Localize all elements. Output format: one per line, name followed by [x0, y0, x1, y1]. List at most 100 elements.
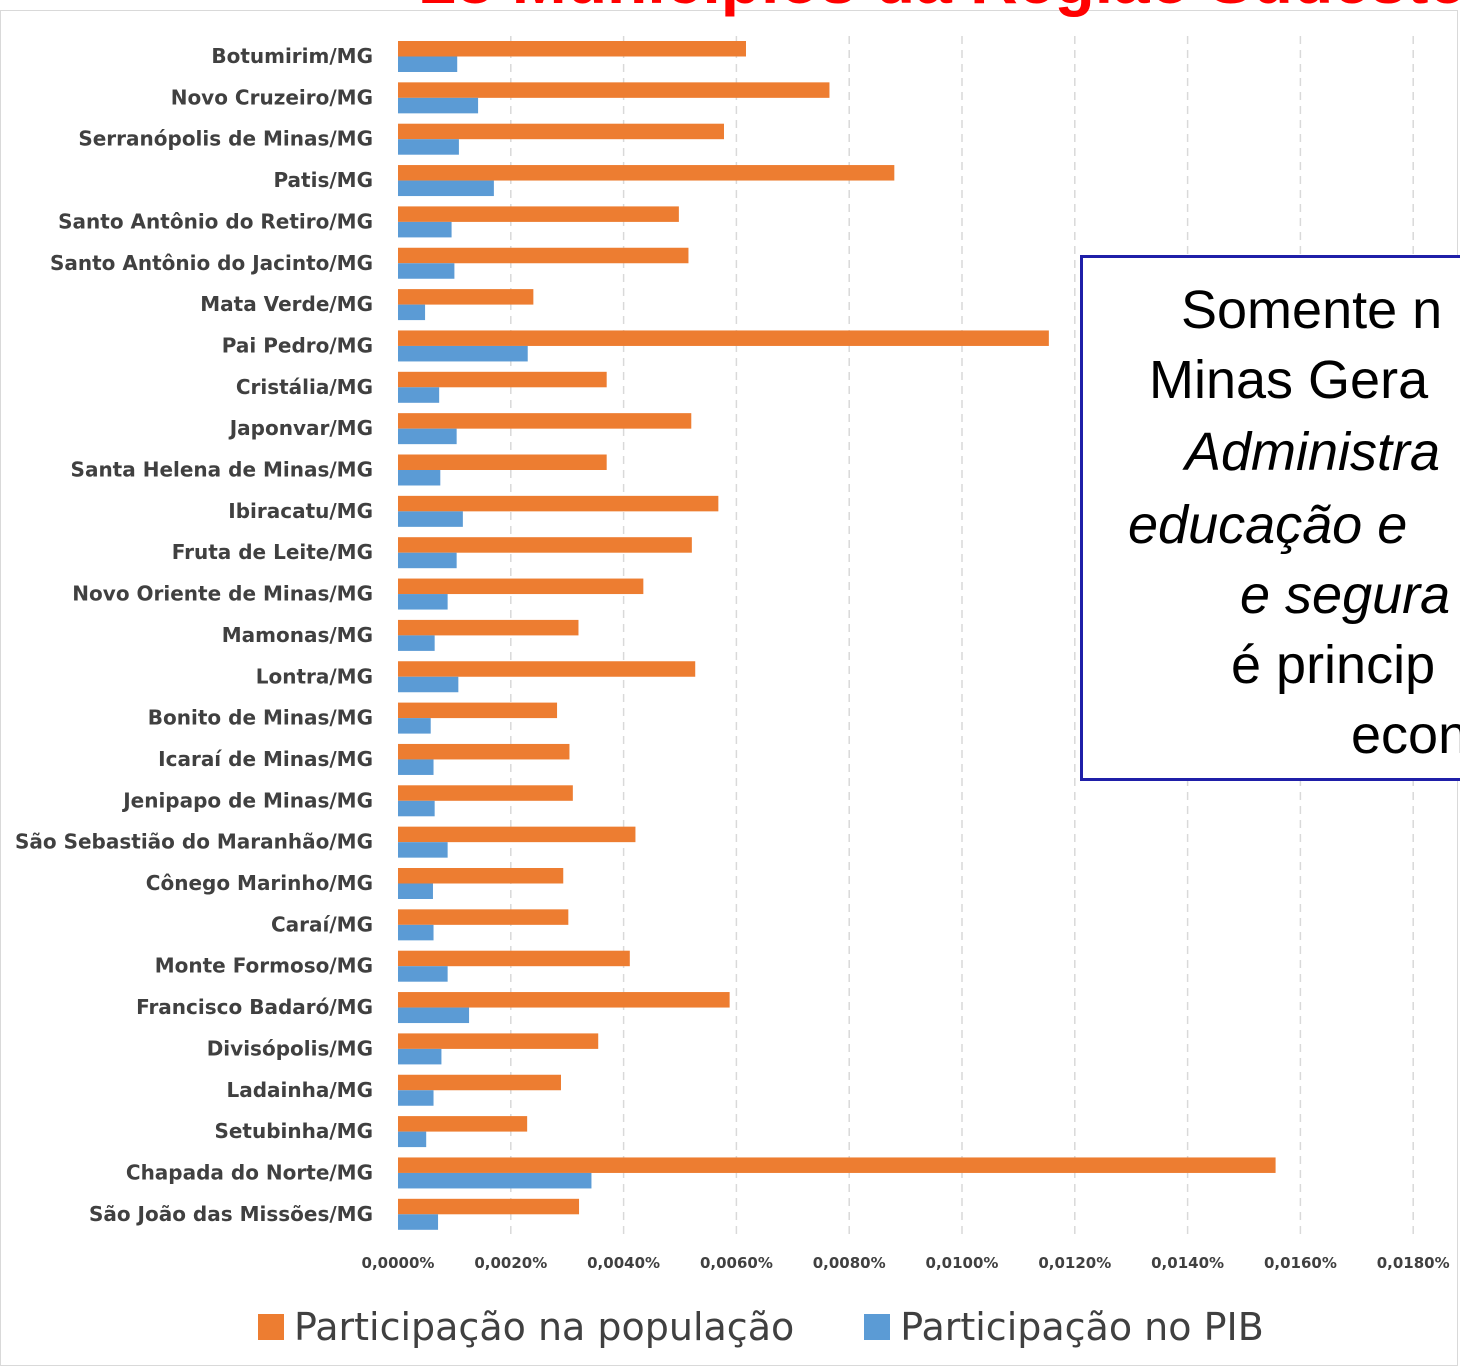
category-label-4: Santo Antônio do Retiro/MG: [58, 209, 373, 233]
bar-populacao-2: [398, 123, 724, 140]
bar-pib-20: [398, 883, 433, 899]
annotation-line-4: educação e: [1128, 495, 1408, 555]
bar-populacao-0: [398, 41, 746, 57]
bar-populacao-14: [398, 619, 579, 636]
x-tick-label-8: 0,0160%: [1264, 1254, 1337, 1272]
bar-populacao-6: [398, 289, 534, 305]
legend-item-pib: Participação no PIB: [864, 1305, 1264, 1349]
bar-populacao-4: [398, 206, 679, 222]
bar-pib-21: [398, 924, 434, 941]
bar-pib-26: [398, 1131, 427, 1148]
bar-populacao-17: [398, 743, 570, 760]
bar-pib-7: [398, 345, 528, 362]
category-label-28: São João das Missões/MG: [89, 1202, 373, 1226]
bar-populacao-1: [398, 82, 830, 98]
category-label-9: Japonvar/MG: [228, 416, 373, 440]
annotation-line-7: econ: [1351, 705, 1460, 765]
x-tick-label-1: 0,0020%: [474, 1254, 547, 1272]
category-label-10: Santa Helena de Minas/MG: [71, 458, 373, 482]
bar-pib-24: [398, 1048, 442, 1065]
bar-pib-25: [398, 1090, 434, 1106]
bar-pib-3: [398, 180, 494, 197]
category-label-20: Cônego Marinho/MG: [146, 871, 373, 895]
bar-populacao-7: [398, 330, 1049, 346]
bar-populacao-12: [398, 537, 692, 553]
category-label-19: São Sebastião do Maranhão/MG: [15, 830, 373, 854]
category-label-5: Santo Antônio do Jacinto/MG: [50, 251, 373, 275]
bar-pib-9: [398, 428, 457, 445]
bar-pib-0: [398, 56, 458, 72]
bar-pib-23: [398, 1007, 470, 1024]
bar-populacao-9: [398, 413, 692, 429]
bar-populacao-27: [398, 1157, 1276, 1173]
bar-pib-19: [398, 842, 448, 858]
bar-pib-15: [398, 676, 459, 693]
category-label-2: Serranópolis de Minas/MG: [78, 127, 373, 151]
x-tick-label-5: 0,0100%: [926, 1254, 999, 1272]
bar-pib-6: [398, 304, 426, 321]
legend-item-populacao: Participação na população: [258, 1305, 794, 1349]
chart-title: 23 Municípios da Região Sudeste: [420, 0, 1460, 18]
annotation-line-1: Somente n: [1181, 280, 1443, 340]
category-label-13: Novo Oriente de Minas/MG: [72, 582, 373, 606]
bar-populacao-20: [398, 868, 564, 884]
bar-populacao-23: [398, 992, 730, 1008]
bar-pib-27: [398, 1172, 592, 1189]
category-label-23: Francisco Badaró/MG: [136, 995, 373, 1019]
bar-populacao-21: [398, 909, 569, 925]
category-label-21: Caraí/MG: [271, 912, 373, 936]
x-tick-label-6: 0,0120%: [1038, 1254, 1111, 1272]
legend-swatch-populacao: [258, 1314, 284, 1340]
bar-pib-11: [398, 511, 463, 527]
bar-pib-13: [398, 594, 448, 610]
bar-pib-14: [398, 635, 435, 651]
x-tick-label-0: 0,0000%: [362, 1254, 435, 1272]
bar-populacao-22: [398, 950, 630, 967]
legend-swatch-pib: [864, 1314, 891, 1340]
bar-pib-16: [398, 718, 431, 734]
bar-populacao-8: [398, 371, 607, 388]
annotation-line-3: Administra: [1185, 422, 1441, 482]
bar-pib-22: [398, 966, 448, 982]
bar-populacao-16: [398, 702, 558, 719]
category-label-24: Divisópolis/MG: [207, 1036, 373, 1060]
bar-populacao-3: [398, 165, 895, 181]
category-label-18: Jenipapo de Minas/MG: [121, 788, 373, 812]
category-label-8: Cristália/MG: [236, 375, 373, 399]
legend-label-populacao: Participação na população: [294, 1305, 795, 1349]
category-label-15: Lontra/MG: [256, 664, 373, 688]
annotation-box: Somente n Minas Gera Administra educação…: [1080, 255, 1460, 781]
category-label-17: Icaraí de Minas/MG: [158, 747, 373, 771]
bar-pib-18: [398, 800, 435, 817]
bar-populacao-15: [398, 661, 696, 677]
bar-populacao-26: [398, 1116, 528, 1132]
category-label-1: Novo Cruzeiro/MG: [171, 85, 373, 109]
legend-label-pib: Participação no PIB: [900, 1305, 1264, 1349]
bar-populacao-5: [398, 247, 689, 264]
category-label-14: Mamonas/MG: [222, 623, 373, 647]
bar-pib-2: [398, 139, 459, 155]
bar-pib-12: [398, 552, 457, 569]
category-label-6: Mata Verde/MG: [200, 292, 373, 316]
bar-pib-28: [398, 1214, 439, 1230]
category-label-27: Chapada do Norte/MG: [126, 1160, 373, 1184]
category-label-25: Ladainha/MG: [226, 1078, 373, 1102]
bar-populacao-19: [398, 826, 636, 843]
bar-populacao-24: [398, 1033, 599, 1049]
category-label-0: Botumirim/MG: [211, 44, 373, 68]
category-label-12: Fruta de Leite/MG: [172, 540, 373, 564]
bar-pib-1: [398, 97, 479, 114]
bar-pib-17: [398, 759, 434, 775]
category-label-3: Patis/MG: [273, 168, 373, 192]
bar-populacao-11: [398, 495, 719, 512]
x-tick-label-9: 0,0180%: [1377, 1254, 1450, 1272]
bar-pib-4: [398, 221, 452, 238]
bar-pib-8: [398, 387, 440, 403]
category-label-11: Ibiracatu/MG: [228, 499, 373, 523]
category-label-7: Pai Pedro/MG: [222, 333, 373, 357]
annotation-line-5: e segura: [1240, 565, 1451, 625]
category-label-22: Monte Formoso/MG: [155, 954, 373, 978]
annotation-line-6: é princip: [1231, 635, 1436, 695]
bar-populacao-10: [398, 454, 607, 470]
category-label-26: Setubinha/MG: [214, 1119, 373, 1143]
